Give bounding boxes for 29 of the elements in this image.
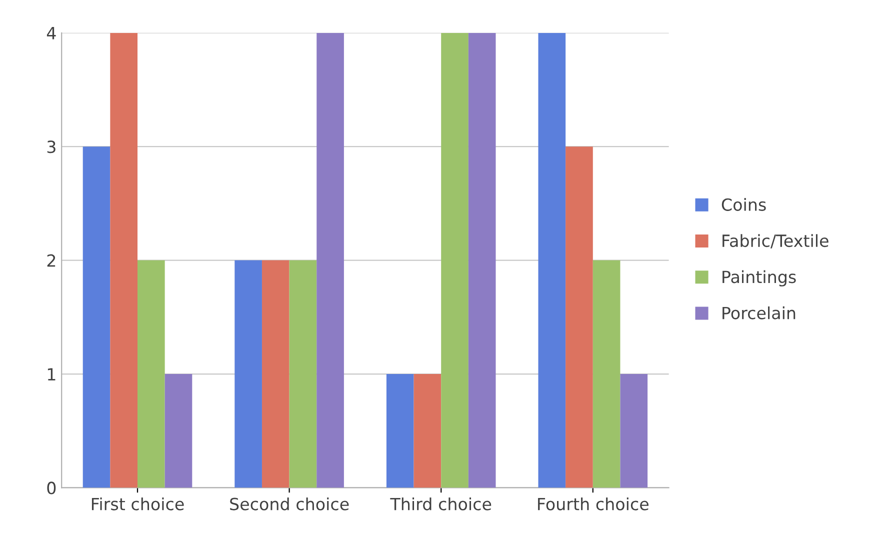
x-tick-label: Fourth choice [538,497,648,510]
y-tick-label: 3 [47,140,56,154]
bar [316,32,344,488]
bar [414,374,442,488]
bar [164,374,192,488]
legend-label: Coins [722,198,766,211]
bar [234,260,262,488]
legend-label: Fabric/Textile [722,234,828,248]
bar [82,146,110,488]
bar [138,260,165,488]
legend-label: Porcelain [722,306,796,320]
bar [262,260,290,488]
y-tick-label: 4 [46,27,56,40]
bar [538,32,566,488]
bar [592,260,620,488]
bar [289,260,317,488]
x-tick-label: Third choice [390,497,492,510]
y-tick-label: 2 [47,254,56,267]
y-tick-label: 1 [48,368,56,380]
bar [620,374,648,488]
bar [110,32,138,488]
legend-label: Paintings [722,270,796,286]
bar [441,32,468,488]
y-tick-label: 0 [47,482,56,494]
x-tick-label: Second choice [230,497,349,510]
bar [386,374,414,488]
x-tick-label: First choice [92,497,184,510]
bar [566,146,593,488]
bar [468,32,496,488]
